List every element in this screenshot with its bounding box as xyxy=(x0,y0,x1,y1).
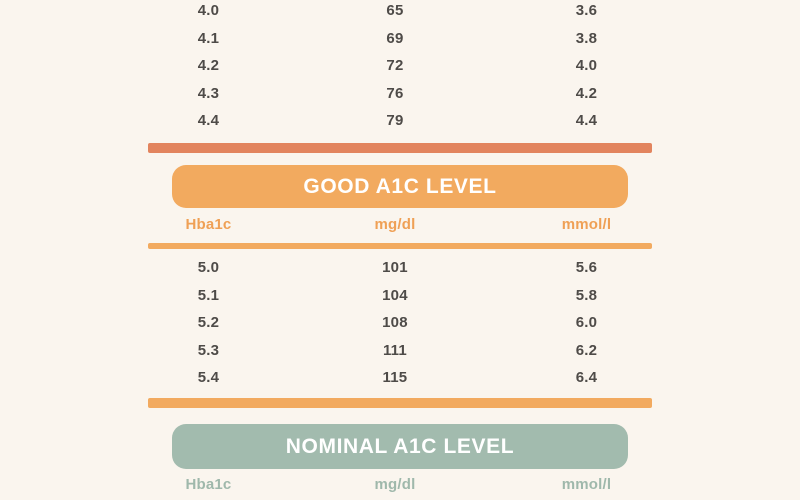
table-cell: 108 xyxy=(382,314,408,332)
table-cell: 4.2 xyxy=(575,84,598,102)
column-header-mgdl: mg/dl xyxy=(374,476,416,493)
table-cell: 69 xyxy=(386,29,404,47)
table-cell: 4.4 xyxy=(197,112,220,130)
column-headers-nominal: Hba1c mg/dl mmol/l xyxy=(148,476,652,493)
table-row: 4.4 79 4.4 xyxy=(148,107,652,135)
table-row: 4.2 72 4.0 xyxy=(148,52,652,80)
table-cell: 5.6 xyxy=(575,259,598,277)
column-header-hba1c: Hba1c xyxy=(185,216,232,233)
table-cell: 115 xyxy=(382,369,408,387)
section-title-nominal-label: NOMINAL A1C LEVEL xyxy=(285,434,515,458)
header-underline-good xyxy=(148,243,652,249)
table-cell: 104 xyxy=(382,286,408,304)
table-cell: 5.8 xyxy=(575,286,598,304)
table-cell: 6.0 xyxy=(575,314,598,332)
table-row: 5.2 108 6.0 xyxy=(148,309,652,337)
table-row: 4.0 65 3.6 xyxy=(148,0,652,25)
table-cell: 76 xyxy=(386,84,404,102)
table-cell: 4.4 xyxy=(575,112,598,130)
table-cell: 72 xyxy=(386,57,404,75)
table-cell: 111 xyxy=(382,341,407,359)
table-cell: 4.0 xyxy=(575,57,598,75)
table-cell: 65 xyxy=(386,2,404,20)
table-row: 5.1 104 5.8 xyxy=(148,282,652,310)
table-cell: 79 xyxy=(386,112,404,130)
table-cell: 5.2 xyxy=(197,314,220,332)
table-row: 4.3 76 4.2 xyxy=(148,80,652,108)
table-cell: 6.2 xyxy=(575,341,598,359)
table-row: 5.4 115 6.4 xyxy=(148,364,652,392)
section-title-good-label: GOOD A1C LEVEL xyxy=(303,174,497,198)
table-row: 5.3 111 6.2 xyxy=(148,337,652,365)
table-rows-previous-section: 4.0 65 3.6 4.1 69 3.8 4.2 72 4.0 4.3 76 4.2 4.4 79 4.4 xyxy=(148,0,652,135)
table-cell: 5.4 xyxy=(197,369,220,387)
section-divider-bar-orange xyxy=(148,398,652,408)
table-cell: 6.4 xyxy=(575,369,598,387)
column-header-mgdl: mg/dl xyxy=(374,216,416,233)
table-cell: 5.1 xyxy=(197,286,220,304)
table-cell: 3.8 xyxy=(575,29,598,47)
column-header-mmoll: mmol/l xyxy=(561,476,612,493)
table-rows-good-section: 5.0 101 5.6 5.1 104 5.8 5.2 108 6.0 5.3 111 6.2 5.4 1… xyxy=(148,254,652,392)
table-row: 4.1 69 3.8 xyxy=(148,25,652,53)
table-cell: 4.1 xyxy=(197,29,220,47)
column-header-mmoll: mmol/l xyxy=(561,216,612,233)
table-cell: 4.0 xyxy=(197,2,220,20)
table-cell: 101 xyxy=(382,259,408,277)
table-cell: 4.2 xyxy=(197,57,220,75)
table-cell: 3.6 xyxy=(575,2,598,20)
table-row: 5.0 101 5.6 xyxy=(148,254,652,282)
section-title-nominal-pill: NOMINAL A1C LEVEL xyxy=(172,424,628,469)
table-cell: 4.3 xyxy=(197,84,220,102)
column-header-hba1c: Hba1c xyxy=(185,476,232,493)
column-headers-good: Hba1c mg/dl mmol/l xyxy=(148,216,652,233)
table-cell: 5.0 xyxy=(197,259,220,277)
section-divider-bar-terracotta xyxy=(148,143,652,153)
section-title-good-pill: GOOD A1C LEVEL xyxy=(172,165,628,208)
table-cell: 5.3 xyxy=(197,341,220,359)
